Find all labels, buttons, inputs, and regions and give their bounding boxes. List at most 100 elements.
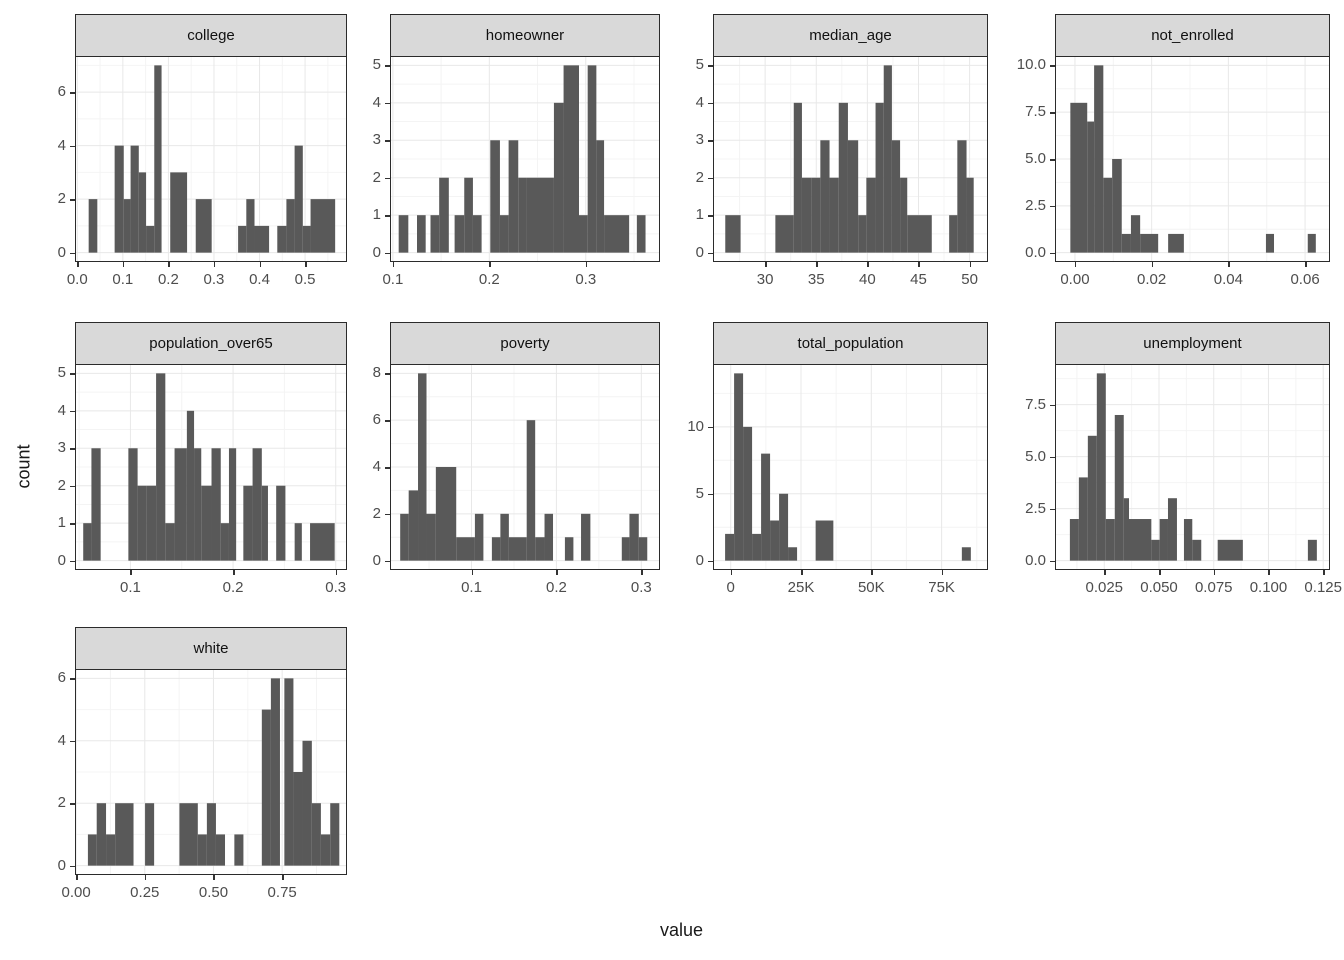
histogram-bar [195,199,212,253]
x-axis-tick-label: 0.100 [1249,579,1288,596]
facet-poverty: poverty 0.1 0.2 0.3 0 2 4 6 8 [320,322,674,611]
histogram-bar [801,177,812,253]
histogram-bar [156,373,166,561]
histogram-bar [629,513,639,561]
histogram-bar [621,537,630,561]
y-tick-mark [70,92,75,94]
facet-title: white [193,640,229,657]
y-axis-tick-label: 3 [372,131,381,149]
y-axis-tick-label: 4 [372,93,381,111]
y-axis-tick-label: 4 [57,401,66,419]
histogram-bar [526,177,554,253]
histogram-bar [563,65,579,253]
x-axis-tick-label: 0 [726,579,735,596]
facet-strip-not_enrolled: not_enrolled [1055,14,1330,57]
histogram-bar [83,523,92,561]
x-axis-tick-label: 0.06 [1290,271,1320,288]
histogram-bar [310,523,335,561]
histogram-bar [815,520,834,561]
y-tick-mark [70,410,75,413]
histogram-bar [123,199,131,253]
x-tick-mark [1159,570,1161,575]
histogram-bar [234,834,244,866]
y-axis-tick-label: 0 [695,551,704,569]
facet-title: unemployment [1143,335,1242,352]
facet-strip-median_age: median_age [713,14,988,57]
x-tick-mark [641,570,643,575]
x-tick-mark [941,570,944,575]
histogram-panel-unemployment [1055,364,1330,570]
x-tick-mark [213,875,215,880]
x-axis-tick-label: 0.125 [1304,579,1342,596]
histogram-bar [1094,65,1104,253]
y-axis-tick-label: 2 [695,168,704,186]
x-axis-tick-label: 0.75 [267,884,297,901]
histogram-bar [1078,477,1088,561]
y-tick-mark [1050,112,1055,114]
x-tick-mark [816,262,818,267]
y-tick-mark [708,140,713,142]
histogram-bar [491,537,501,561]
histogram-bar [130,145,139,253]
histogram-bar [115,803,134,866]
y-tick-mark [385,560,390,563]
y-axis-tick-label: 2 [372,168,381,186]
x-axis-tick-label: 0.3 [325,579,347,596]
histogram-bar [430,215,440,253]
histogram-bar [1103,177,1113,253]
y-tick-mark [385,513,390,516]
histogram-bar [1121,233,1131,253]
histogram-bar [535,537,545,561]
histogram-panel-white [75,669,347,875]
histogram-bar [891,140,901,253]
x-tick-mark [471,570,473,575]
histogram-bar [1070,102,1088,253]
x-tick-mark [1228,262,1230,267]
x-tick-mark [335,570,338,575]
y-axis-tick-label: 5 [695,56,704,74]
histogram-bar [1307,233,1316,253]
facet-strip-college: college [75,14,347,57]
y-tick-mark [385,420,390,422]
histogram-bar [838,102,848,253]
x-tick-mark [130,570,132,575]
facet-unemployment: unemployment 0.025 0.050 0.075 0.100 0.125 0.0… [985,322,1344,611]
histogram-bar [277,225,287,253]
histogram-bar [1114,414,1124,561]
histogram-panel-population_over65 [75,364,347,570]
histogram-bar [526,420,536,561]
histogram-plot-white [76,670,346,874]
histogram-bar [1167,498,1177,561]
histogram-bar [1192,539,1202,561]
x-axis-tick-label: 0.075 [1194,579,1233,596]
histogram-bar [761,453,771,561]
histogram-bar [1087,121,1095,253]
histogram-bar [220,523,229,561]
x-axis-tick-label: 0.025 [1085,579,1124,596]
histogram-bar [596,140,605,253]
histogram-bar [398,215,409,253]
histogram-plot-homeowner [391,57,659,261]
x-axis-tick-label: 0.00 [1060,271,1090,288]
y-axis-tick-label: 2.5 [1025,196,1046,214]
x-tick-mark [282,875,284,880]
histogram-bar [88,199,98,253]
x-tick-mark [305,262,307,267]
y-axis-tick-label: 7.5 [1025,103,1046,121]
y-axis-tick-label: 0 [372,551,381,569]
histogram-bar [900,177,908,253]
histogram-plot-median_age [714,57,987,261]
x-axis-tick-label: 0.3 [203,271,225,288]
histogram-bar [961,547,971,561]
histogram-bar [138,172,147,253]
y-tick-mark [1050,205,1055,208]
histogram-bar [302,740,312,866]
x-axis-tick-label: 75K [928,579,955,596]
facet-white: white 0.00 0.25 0.50 0.75 0 2 4 6 [5,627,361,916]
histogram-bar [426,513,436,561]
y-axis-tick-label: 5 [695,484,704,502]
histogram-plot-not_enrolled [1056,57,1329,261]
histogram-bar [146,225,155,253]
facet-title: homeowner [485,27,565,44]
y-tick-mark [1050,252,1055,255]
